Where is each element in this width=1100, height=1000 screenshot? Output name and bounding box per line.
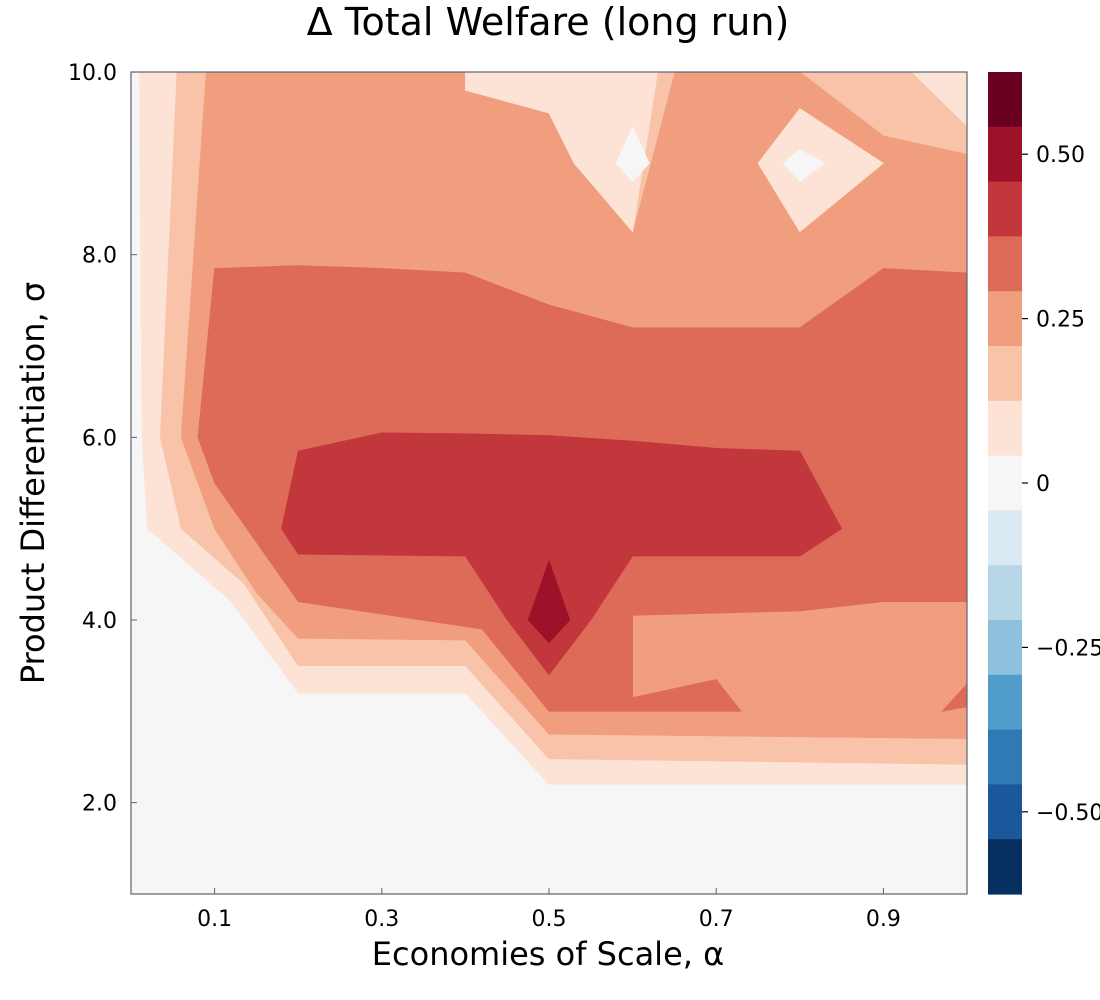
x-axis-label: Economies of Scale, α — [372, 935, 724, 973]
colorbar-tick-label: 0.25 — [1036, 308, 1085, 333]
colorbar-tick-label: −0.25 — [1036, 636, 1100, 661]
y-tick-label: 8.0 — [82, 244, 117, 269]
colorbar-swatch — [988, 236, 1022, 292]
chart-title: Δ Total Welfare (long run) — [307, 0, 790, 44]
x-tick-label: 0.9 — [866, 907, 901, 932]
contour-region-9 — [699, 90, 734, 210]
colorbar-swatch — [988, 455, 1022, 511]
y-axis-label: Product Differentiation, σ — [14, 282, 52, 684]
contour-region-4 — [281, 432, 842, 676]
x-axis-ticks: 0.1 0.3 0.5 0.7 0.9 — [197, 888, 901, 932]
y-tick-label: 4.0 — [82, 609, 117, 634]
colorbar-swatch — [988, 565, 1022, 621]
colorbar-swatch — [988, 784, 1022, 840]
colorbar-swatch — [988, 620, 1022, 676]
colorbar-ticks: 0.50 0.25 0 −0.25 −0.50 — [1022, 143, 1100, 826]
x-tick-label: 0.7 — [699, 907, 734, 932]
y-tick-label: 6.0 — [82, 426, 117, 451]
colorbar-tick-label: 0.50 — [1036, 143, 1085, 168]
x-tick-label: 0.3 — [364, 907, 399, 932]
colorbar — [988, 72, 1022, 895]
x-tick-label: 0.1 — [197, 907, 232, 932]
x-tick-label: 0.5 — [532, 907, 567, 932]
colorbar-tick-label: 0 — [1036, 472, 1050, 497]
contour-region-5 — [527, 560, 571, 644]
contour-region-11 — [782, 149, 826, 182]
colorbar-swatch — [988, 729, 1022, 785]
y-tick-label: 10.0 — [68, 61, 117, 86]
colorbar-swatch — [988, 181, 1022, 237]
y-axis-ticks: 2.0 4.0 6.0 8.0 10.0 — [68, 61, 137, 817]
colorbar-swatch — [988, 839, 1022, 895]
colorbar-swatch — [988, 674, 1022, 731]
colorbar-swatch — [988, 126, 1022, 183]
colorbar-swatch — [988, 291, 1022, 347]
contour-region-8 — [615, 126, 650, 182]
contour-region-10 — [757, 108, 884, 233]
colorbar-tick-label: −0.50 — [1036, 801, 1100, 826]
colorbar-swatch — [988, 400, 1022, 457]
contour-regions — [139, 71, 968, 785]
colorbar-swatch — [988, 346, 1022, 402]
colorbar-swatch — [988, 72, 1022, 128]
y-tick-label: 2.0 — [82, 792, 117, 817]
colorbar-swatch — [988, 510, 1022, 566]
